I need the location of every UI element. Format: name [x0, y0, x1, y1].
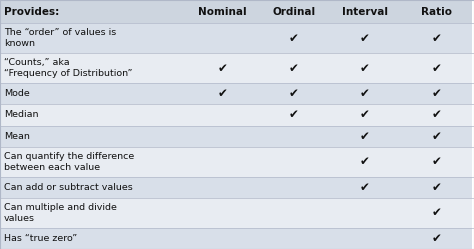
- Bar: [258, 0, 329, 23]
- Bar: [0, 83, 187, 104]
- Text: Ratio: Ratio: [420, 7, 452, 17]
- Bar: [329, 147, 401, 177]
- Text: ✔: ✔: [431, 62, 441, 75]
- Bar: [0, 125, 187, 147]
- Bar: [401, 23, 472, 53]
- Bar: [401, 53, 472, 83]
- Bar: [258, 23, 329, 53]
- Text: ✔: ✔: [360, 155, 370, 168]
- Bar: [187, 23, 258, 53]
- Bar: [329, 23, 401, 53]
- Text: ✔: ✔: [431, 87, 441, 100]
- Bar: [401, 0, 472, 23]
- Text: ✔: ✔: [360, 108, 370, 122]
- Text: ✔: ✔: [360, 32, 370, 45]
- Bar: [329, 198, 401, 228]
- Text: Mean: Mean: [4, 132, 30, 141]
- Bar: [0, 104, 187, 125]
- Text: Ordinal: Ordinal: [273, 7, 315, 17]
- Text: ✔: ✔: [431, 181, 441, 194]
- Bar: [258, 228, 329, 249]
- Bar: [329, 0, 401, 23]
- Text: Can add or subtract values: Can add or subtract values: [4, 183, 133, 192]
- Text: Has “true zero”: Has “true zero”: [4, 234, 77, 243]
- Text: ✔: ✔: [360, 87, 370, 100]
- Bar: [329, 53, 401, 83]
- Bar: [401, 228, 472, 249]
- Text: ✔: ✔: [431, 206, 441, 219]
- Text: ✔: ✔: [289, 87, 299, 100]
- Bar: [401, 198, 472, 228]
- Bar: [329, 83, 401, 104]
- Text: ✔: ✔: [431, 32, 441, 45]
- Text: Interval: Interval: [342, 7, 388, 17]
- Text: ✔: ✔: [431, 108, 441, 122]
- Text: Can quantify the difference
between each value: Can quantify the difference between each…: [4, 152, 134, 172]
- Text: ✔: ✔: [431, 232, 441, 245]
- Bar: [401, 83, 472, 104]
- Bar: [329, 125, 401, 147]
- Bar: [187, 147, 258, 177]
- Bar: [258, 53, 329, 83]
- Bar: [187, 83, 258, 104]
- Text: Median: Median: [4, 110, 38, 120]
- Text: Provides:: Provides:: [4, 7, 59, 17]
- Bar: [258, 83, 329, 104]
- Text: ✔: ✔: [360, 62, 370, 75]
- Bar: [329, 228, 401, 249]
- Bar: [258, 198, 329, 228]
- Bar: [329, 104, 401, 125]
- Bar: [0, 177, 187, 198]
- Bar: [258, 125, 329, 147]
- Text: ✔: ✔: [431, 155, 441, 168]
- Text: ✔: ✔: [289, 108, 299, 122]
- Text: “Counts,” aka
“Frequency of Distribution”: “Counts,” aka “Frequency of Distribution…: [4, 58, 132, 78]
- Bar: [187, 228, 258, 249]
- Bar: [187, 104, 258, 125]
- Bar: [187, 198, 258, 228]
- Bar: [0, 0, 187, 23]
- Text: ✔: ✔: [360, 181, 370, 194]
- Bar: [187, 125, 258, 147]
- Text: ✔: ✔: [431, 130, 441, 143]
- Text: Mode: Mode: [4, 89, 29, 98]
- Bar: [258, 177, 329, 198]
- Bar: [258, 104, 329, 125]
- Bar: [0, 228, 187, 249]
- Bar: [258, 147, 329, 177]
- Bar: [0, 53, 187, 83]
- Text: ✔: ✔: [218, 87, 228, 100]
- Bar: [0, 23, 187, 53]
- Text: The “order” of values is
known: The “order” of values is known: [4, 28, 116, 48]
- Text: ✔: ✔: [360, 130, 370, 143]
- Text: Can multiple and divide
values: Can multiple and divide values: [4, 203, 117, 223]
- Bar: [401, 147, 472, 177]
- Text: ✔: ✔: [289, 32, 299, 45]
- Bar: [0, 198, 187, 228]
- Text: ✔: ✔: [289, 62, 299, 75]
- Bar: [187, 53, 258, 83]
- Bar: [401, 104, 472, 125]
- Text: Nominal: Nominal: [199, 7, 247, 17]
- Bar: [187, 177, 258, 198]
- Text: ✔: ✔: [218, 62, 228, 75]
- Bar: [401, 125, 472, 147]
- Bar: [0, 147, 187, 177]
- Bar: [401, 177, 472, 198]
- Bar: [187, 0, 258, 23]
- Bar: [329, 177, 401, 198]
